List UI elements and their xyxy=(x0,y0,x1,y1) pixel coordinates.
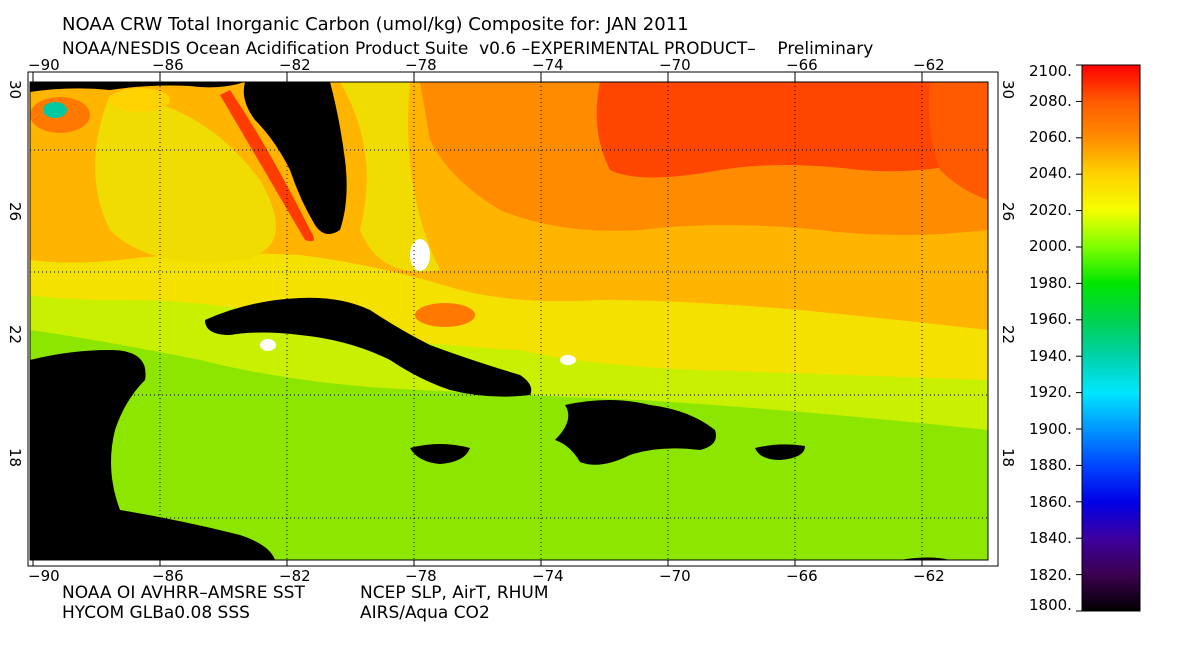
map-frame xyxy=(29,81,989,561)
colorbar-label: 2020. xyxy=(1029,201,1072,219)
colorbar-label: 1800. xyxy=(1029,596,1072,614)
hispaniola-land xyxy=(555,400,716,465)
lat-tick-left: 30 xyxy=(6,80,24,100)
colorbar-label: 2000. xyxy=(1029,237,1072,255)
jamaica-land xyxy=(410,444,470,464)
credit-sst: NOAA OI AVHRR–AMSRE SST xyxy=(62,583,305,603)
map-subtitle: NOAA/NESDIS Ocean Acidification Product … xyxy=(62,39,874,59)
lat-tick-right: 30 xyxy=(999,80,1017,100)
lon-tick-bottom: −78 xyxy=(405,567,437,585)
credit-hycom: HYCOM GLBa0.08 SSS xyxy=(62,603,250,623)
colorbar-label: 1860. xyxy=(1029,493,1072,511)
lon-tick-top: −90 xyxy=(28,56,60,74)
lon-tick-bottom: −66 xyxy=(786,567,818,585)
puerto-rico-land xyxy=(755,444,805,460)
colorbar-label: 2100. xyxy=(1029,62,1072,80)
lat-tick-right: 26 xyxy=(999,202,1017,222)
lon-tick-top: −66 xyxy=(786,56,818,74)
lat-tick-right: 22 xyxy=(999,325,1017,345)
colorbar-label: 1920. xyxy=(1029,383,1072,401)
lon-tick-bottom: −90 xyxy=(28,567,60,585)
colorbar-label: 1880. xyxy=(1029,456,1072,474)
island-halos xyxy=(260,239,576,365)
colorbar-label: 1960. xyxy=(1029,310,1072,328)
isla-juventud xyxy=(260,339,276,351)
mississippi-plume-core xyxy=(43,102,67,118)
credit-ncep: NCEP SLP, AirT, RHUM xyxy=(360,583,549,603)
colorbar-label: 2060. xyxy=(1029,128,1072,146)
colorbar-label: 1940. xyxy=(1029,347,1072,365)
colorbar-gradient xyxy=(1082,65,1140,611)
lon-tick-top: −74 xyxy=(532,56,564,74)
lon-tick-bottom: −82 xyxy=(279,567,311,585)
carbon-field xyxy=(30,82,988,560)
colorbar-label: 1820. xyxy=(1029,566,1072,584)
lon-tick-bottom: −62 xyxy=(913,567,945,585)
south-america-land xyxy=(900,557,950,560)
ocean-field-red-east xyxy=(928,82,988,200)
lat-tick-left: 22 xyxy=(6,325,24,345)
lon-tick-top: −78 xyxy=(405,56,437,74)
lon-tick-bottom: −70 xyxy=(659,567,691,585)
colorbar xyxy=(1076,64,1141,612)
florida-coast-hotspot xyxy=(220,90,314,242)
lat-tick-left: 26 xyxy=(6,202,24,222)
lat-tick-left: 18 xyxy=(6,448,24,468)
yucatan-land xyxy=(30,350,275,560)
lon-tick-top: −86 xyxy=(152,56,184,74)
colorbar-label: 2080. xyxy=(1029,92,1072,110)
map-title: NOAA CRW Total Inorganic Carbon (umol/kg… xyxy=(62,14,689,35)
gulf-coast-land xyxy=(30,82,245,92)
andros-island xyxy=(410,239,430,271)
colorbar-frame xyxy=(1081,64,1141,612)
lat-tick-right: 18 xyxy=(999,448,1017,468)
lon-tick-top: −82 xyxy=(279,56,311,74)
inagua-island xyxy=(560,355,576,365)
tick-marks xyxy=(32,72,923,566)
lon-tick-top: −70 xyxy=(659,56,691,74)
florida-land xyxy=(243,82,347,234)
straits-yellow-tongue xyxy=(340,82,440,272)
colorbar-label: 1840. xyxy=(1029,529,1072,547)
ocean-field-red xyxy=(596,82,980,178)
orange-patch xyxy=(415,303,475,327)
lon-tick-top: −62 xyxy=(913,56,945,74)
colorbar-label: 2040. xyxy=(1029,164,1072,182)
colorbar-label: 1980. xyxy=(1029,274,1072,292)
lon-tick-bottom: −74 xyxy=(532,567,564,585)
gulf-yellow-tongue xyxy=(95,95,276,262)
panhandle-plume xyxy=(110,88,170,112)
colorbar-label: 1900. xyxy=(1029,420,1072,438)
credit-airs: AIRS/Aqua CO2 xyxy=(360,603,490,623)
lon-tick-bottom: −86 xyxy=(152,567,184,585)
map-outer-frame xyxy=(27,71,999,567)
